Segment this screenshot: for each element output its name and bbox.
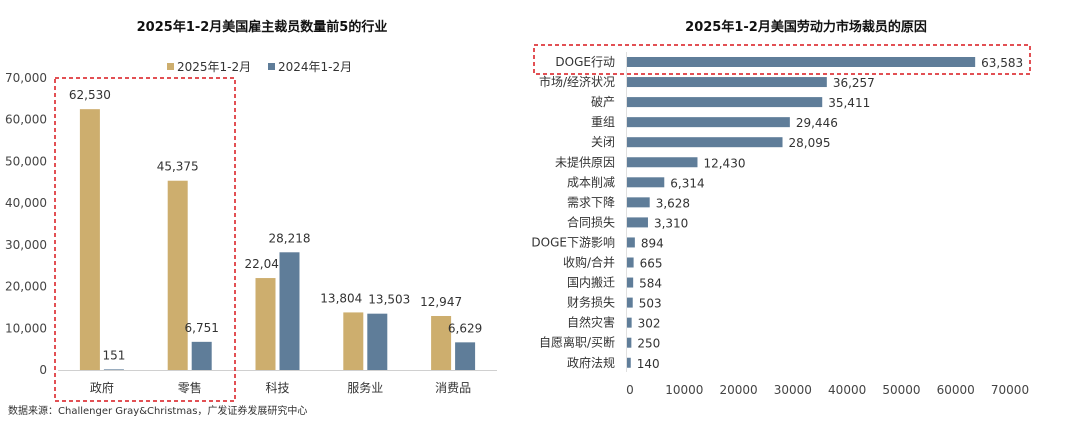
- y-tick-label: 成本削减: [567, 175, 615, 189]
- data-label: 63,583: [981, 56, 1023, 70]
- data-label: 36,257: [833, 76, 875, 90]
- data-label: 584: [639, 277, 662, 291]
- bar: [627, 157, 698, 168]
- y-tick-label: 20,000: [5, 280, 47, 294]
- x-tick-label: 50000: [882, 383, 920, 397]
- bar: [627, 137, 783, 148]
- bar: [191, 341, 212, 370]
- data-label: 665: [640, 257, 663, 271]
- y-tick-label: 收购/合并: [563, 255, 615, 270]
- x-tick-label: 20000: [719, 383, 757, 397]
- data-label: 22,042: [245, 257, 287, 271]
- data-label: 13,804: [320, 291, 362, 305]
- data-label: 3,628: [656, 196, 690, 210]
- legend-label: 2025年1-2月: [177, 60, 251, 74]
- x-tick-label: 零售: [178, 380, 202, 395]
- y-tick-label: 自愿离职/买断: [539, 335, 615, 350]
- data-label: 6,314: [670, 176, 704, 190]
- y-tick-label: 破产: [591, 94, 615, 109]
- bar: [79, 109, 100, 370]
- bar: [367, 313, 388, 370]
- source-note: 数据来源：Challenger Gray&Christmas，广发证券发展研究中…: [8, 404, 307, 417]
- y-tick-label: 60,000: [5, 113, 47, 127]
- y-tick-label: 政府法规: [567, 355, 615, 370]
- bar: [627, 197, 650, 208]
- legend-label: 2024年1-2月: [278, 60, 352, 74]
- bar: [627, 357, 631, 368]
- bar: [431, 315, 452, 370]
- bar: [627, 97, 823, 108]
- data-label: 13,503: [368, 293, 410, 307]
- bar: [627, 77, 827, 88]
- legend-swatch: [167, 63, 174, 70]
- data-label: 503: [639, 297, 662, 311]
- bar: [455, 342, 476, 370]
- y-tick-label: 重组: [591, 115, 615, 129]
- bar: [255, 278, 276, 370]
- bar: [627, 177, 665, 188]
- bar: [627, 237, 635, 248]
- data-label: 29,446: [796, 116, 838, 130]
- y-tick-label: 市场/经济状况: [539, 74, 615, 89]
- x-tick-label: 40000: [828, 383, 866, 397]
- bar: [279, 252, 300, 370]
- bar: [627, 277, 634, 288]
- data-label: 3,310: [654, 216, 688, 230]
- x-tick-label: 30000: [774, 383, 812, 397]
- y-tick-label: 40,000: [5, 196, 47, 210]
- y-tick-label: 30,000: [5, 238, 47, 252]
- y-tick-label: 10,000: [5, 321, 47, 335]
- y-tick-label: 合同损失: [567, 214, 615, 229]
- x-tick-label: 0: [626, 383, 634, 397]
- data-label: 140: [637, 357, 660, 371]
- y-tick-label: 未提供原因: [555, 154, 615, 169]
- bar: [167, 180, 188, 370]
- right-chart-title: 2025年1-2月美国劳动力市场裁员的原因: [685, 19, 927, 35]
- data-label: 28,218: [269, 231, 311, 245]
- x-tick-label: 60000: [937, 383, 975, 397]
- y-tick-label: 关闭: [591, 135, 615, 149]
- y-tick-label: 70,000: [5, 71, 47, 85]
- highlight-box: [533, 44, 1031, 75]
- y-tick-label: 50,000: [5, 154, 47, 168]
- x-tick-label: 科技: [265, 381, 289, 395]
- y-tick-label: DOGE行动: [555, 55, 615, 69]
- x-tick-label: 10000: [665, 383, 703, 397]
- y-tick-label: 需求下降: [567, 195, 615, 209]
- data-label: 35,411: [828, 96, 870, 110]
- y-tick-label: 自然灾害: [567, 315, 615, 330]
- data-label: 12,947: [420, 295, 462, 309]
- y-tick-label: 0: [39, 363, 47, 377]
- x-tick-label: 70000: [991, 383, 1029, 397]
- bar: [627, 297, 633, 308]
- data-label: 250: [637, 337, 660, 351]
- bar: [103, 369, 124, 370]
- left-chart-title: 2025年1-2月美国雇主裁员数量前5的行业: [137, 19, 388, 35]
- bar: [627, 217, 648, 228]
- data-label: 302: [638, 317, 661, 331]
- bar: [627, 317, 632, 328]
- bar: [343, 312, 364, 370]
- bar: [627, 257, 634, 268]
- data-label: 45,375: [157, 160, 199, 174]
- legend-swatch: [268, 63, 275, 70]
- bar: [627, 117, 790, 128]
- y-tick-label: 财务损失: [567, 295, 615, 310]
- data-label: 894: [641, 236, 664, 250]
- y-tick-label: DOGE下游影响: [531, 234, 615, 249]
- data-label: 62,530: [69, 88, 111, 102]
- bar: [627, 337, 632, 348]
- x-tick-label: 消费品: [435, 381, 471, 395]
- x-tick-label: 服务业: [347, 380, 383, 395]
- y-tick-label: 国内搬迁: [567, 275, 615, 290]
- data-label: 6,629: [448, 321, 482, 335]
- data-label: 6,751: [185, 321, 219, 335]
- x-tick-label: 政府: [90, 380, 114, 395]
- data-label: 28,095: [789, 136, 831, 150]
- data-label: 12,430: [703, 156, 745, 170]
- bar: [627, 57, 976, 67]
- data-label: 151: [102, 348, 125, 362]
